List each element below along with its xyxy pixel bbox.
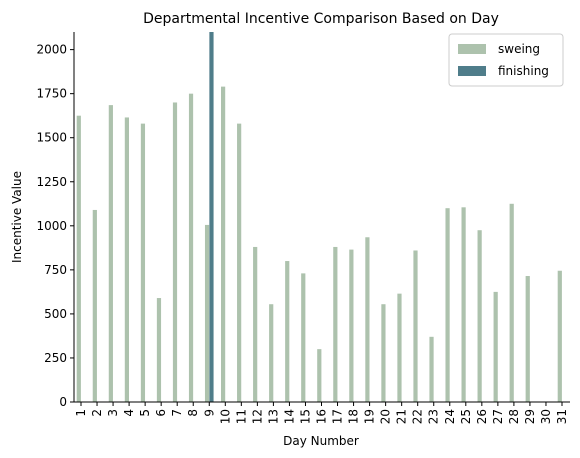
bars-group xyxy=(76,32,562,403)
bar-sweing-day-17 xyxy=(333,246,338,402)
bar-sweing-day-8 xyxy=(188,93,194,403)
bar-sweing-day-2 xyxy=(92,209,97,402)
legend-label-sweing: sweing xyxy=(498,42,540,56)
x-tick-label: 11 xyxy=(234,409,248,424)
y-tick-label: 1250 xyxy=(36,175,67,189)
x-tick-label: 18 xyxy=(347,409,361,424)
y-tick-label: 1500 xyxy=(36,131,67,145)
x-tick-label: 24 xyxy=(443,409,457,424)
y-axis: 0 250 500 750 1000 1250 1500 1750 2000 xyxy=(36,32,75,409)
y-axis-title: Incentive Value xyxy=(10,171,24,263)
bar-sweing-day-22 xyxy=(413,250,418,402)
y-tick-label: 0 xyxy=(59,395,67,409)
bar-sweing-day-6 xyxy=(156,298,162,402)
x-tick-label: 4 xyxy=(122,409,136,417)
bar-sweing-day-12 xyxy=(253,246,258,402)
x-tick-label: 19 xyxy=(363,409,377,424)
y-tick-label: 1000 xyxy=(36,219,67,233)
y-tick-label: 750 xyxy=(44,263,67,277)
x-tick-label: 10 xyxy=(218,409,232,424)
x-tick-label: 1 xyxy=(74,409,88,417)
x-axis: 1 2 3 4 5 6 7 8 9 10 11 12 13 14 15 16 17 18 19 20 21 22 23 24 2… xyxy=(74,401,570,424)
x-tick-label: 16 xyxy=(315,409,329,424)
bar-sweing-day-10 xyxy=(221,86,226,402)
bar-sweing-day-3 xyxy=(108,105,113,402)
bar-sweing-day-28 xyxy=(509,203,514,402)
x-tick-label: 3 xyxy=(106,409,120,417)
bar-sweing-day-11 xyxy=(237,123,242,402)
x-tick-label: 29 xyxy=(523,409,537,424)
x-tick-label: 25 xyxy=(459,409,473,424)
bar-sweing-day-15 xyxy=(301,273,306,402)
x-tick-label: 31 xyxy=(555,409,569,424)
x-tick-label: 28 xyxy=(507,409,521,424)
x-tick-label: 2 xyxy=(90,409,104,417)
bar-sweing-day-16 xyxy=(317,349,322,402)
x-tick-label: 23 xyxy=(427,409,441,424)
x-tick-label: 20 xyxy=(379,409,393,424)
legend-swatch-sweing xyxy=(458,44,486,54)
bar-sweing-day-21 xyxy=(397,293,402,402)
bar-finishing-day-9 xyxy=(209,32,214,402)
chart-title: Departmental Incentive Comparison Based … xyxy=(143,11,499,27)
y-tick-label: 1750 xyxy=(36,87,67,101)
bar-sweing-day-26 xyxy=(477,230,482,402)
x-axis-title: Day Number xyxy=(283,434,359,448)
legend-label-finishing: finishing xyxy=(498,64,549,78)
bar-sweing-day-25 xyxy=(461,207,466,402)
bar-sweing-day-9 xyxy=(204,224,210,402)
x-tick-label: 22 xyxy=(411,409,425,424)
x-tick-label: 21 xyxy=(395,409,409,424)
bar-sweing-day-5 xyxy=(140,123,146,402)
y-tick-label: 2000 xyxy=(36,43,67,57)
x-tick-label: 13 xyxy=(266,409,280,424)
bar-sweing-day-19 xyxy=(365,237,370,402)
bar-sweing-day-18 xyxy=(349,249,354,402)
bar-sweing-day-7 xyxy=(172,102,178,402)
x-tick-label: 26 xyxy=(475,409,489,424)
bar-sweing-day-29 xyxy=(525,276,530,402)
bar-sweing-day-1 xyxy=(76,115,81,402)
x-tick-label: 5 xyxy=(138,409,152,417)
x-tick-label: 27 xyxy=(491,409,505,424)
y-tick-label: 250 xyxy=(44,351,67,365)
x-tick-label: 9 xyxy=(202,409,216,417)
bar-sweing-day-23 xyxy=(429,336,434,402)
bar-sweing-day-13 xyxy=(269,304,274,402)
x-tick-label: 30 xyxy=(539,409,553,424)
bar-sweing-day-4 xyxy=(124,117,129,402)
x-tick-label: 8 xyxy=(186,409,200,417)
legend: sweing finishing xyxy=(448,33,564,87)
x-tick-label: 17 xyxy=(331,409,345,424)
x-tick-label: 14 xyxy=(282,409,296,424)
y-tick-label: 500 xyxy=(44,307,67,321)
bar-sweing-day-31 xyxy=(557,270,562,402)
x-tick-label: 12 xyxy=(250,409,264,424)
bar-sweing-day-27 xyxy=(493,291,498,402)
bar-sweing-day-14 xyxy=(285,261,290,402)
bar-sweing-day-24 xyxy=(445,208,450,402)
x-tick-label: 7 xyxy=(170,409,184,417)
x-tick-label: 6 xyxy=(154,409,168,417)
legend-swatch-finishing xyxy=(458,66,486,76)
bar-sweing-day-20 xyxy=(381,304,386,402)
x-tick-label: 15 xyxy=(298,409,312,424)
